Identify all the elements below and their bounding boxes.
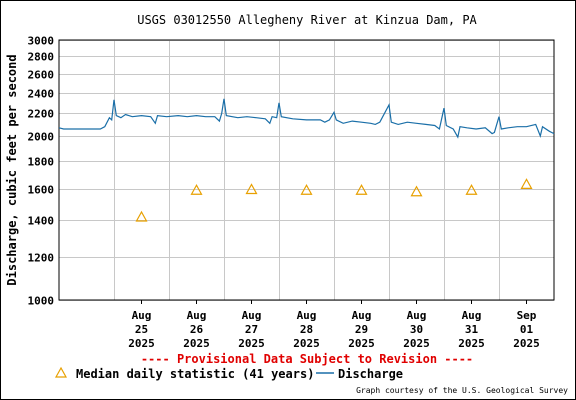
- x-tick-label: Aug: [297, 309, 317, 322]
- x-tick-label: Aug: [462, 309, 482, 322]
- legend: Median daily statistic (41 years) Dischar…: [54, 366, 403, 381]
- median-point: [520, 178, 533, 189]
- y-tick-label: 2000: [28, 131, 55, 144]
- x-tick-label: Aug: [407, 309, 427, 322]
- provisional-note: ---- Provisional Data Subject to Revisio…: [141, 352, 473, 366]
- plot-frame: [58, 39, 555, 301]
- x-tick-label: 2025: [128, 337, 155, 350]
- x-tick-label: Aug: [132, 309, 152, 322]
- discharge-line: [58, 98, 555, 139]
- x-tick-label: 2025: [513, 337, 540, 350]
- x-axis-ticks: Aug252025Aug262025Aug272025Aug282025Aug2…: [128, 300, 540, 350]
- y-tick-label: 2600: [28, 69, 55, 82]
- y-tick-label: 3000: [28, 35, 55, 48]
- median-point: [300, 184, 313, 195]
- x-tick-label: Aug: [187, 309, 207, 322]
- chart-title: USGS 03012550 Allegheny River at Kinzua …: [137, 13, 477, 27]
- x-tick-label: 29: [355, 323, 368, 336]
- x-tick-label: 01: [520, 323, 534, 336]
- x-tick-label: 26: [190, 323, 204, 336]
- median-point: [245, 183, 258, 195]
- x-tick-label: 30: [410, 323, 423, 336]
- y-tick-label: 2200: [28, 108, 55, 121]
- y-tick-label: 1800: [28, 156, 55, 169]
- y-tick-label: 1400: [28, 215, 55, 228]
- x-tick-label: Sep: [517, 309, 537, 322]
- legend-median-label: Median daily statistic (41 years): [76, 367, 314, 381]
- y-tick-label: 1200: [28, 252, 55, 265]
- x-tick-label: 28: [300, 323, 313, 336]
- grid: [59, 40, 554, 301]
- x-tick-label: 2025: [348, 337, 375, 350]
- series-layer: [58, 98, 555, 222]
- x-tick-label: Aug: [352, 309, 372, 322]
- y-axis-label: Discharge, cubic feet per second: [5, 54, 19, 285]
- x-tick-label: 25: [135, 323, 148, 336]
- y-tick-label: 1000: [28, 295, 55, 308]
- legend-median-marker: [54, 366, 68, 378]
- median-point: [410, 185, 423, 197]
- median-point: [465, 184, 478, 195]
- y-tick-label: 2800: [28, 51, 55, 64]
- y-tick-label: 2400: [28, 88, 55, 101]
- y-axis-ticks: 1000 1200 1400 1600 1800 2000 2200 2400 2600 2800…: [28, 35, 55, 308]
- y-tick-label: 1600: [28, 184, 55, 197]
- median-point: [135, 210, 148, 222]
- x-tick-label: 2025: [183, 337, 210, 350]
- credit-text: Graph courtesy of the U.S. Geological Su…: [356, 386, 568, 395]
- median-point: [190, 184, 203, 195]
- x-tick-label: 2025: [238, 337, 265, 350]
- x-tick-label: 2025: [403, 337, 430, 350]
- x-tick-label: 31: [465, 323, 479, 336]
- x-tick-label: 2025: [293, 337, 320, 350]
- x-tick-label: 27: [245, 323, 258, 336]
- legend-discharge-label: Discharge: [338, 367, 403, 381]
- x-tick-label: Aug: [242, 309, 262, 322]
- median-point: [355, 184, 368, 195]
- x-tick-label: 2025: [458, 337, 485, 350]
